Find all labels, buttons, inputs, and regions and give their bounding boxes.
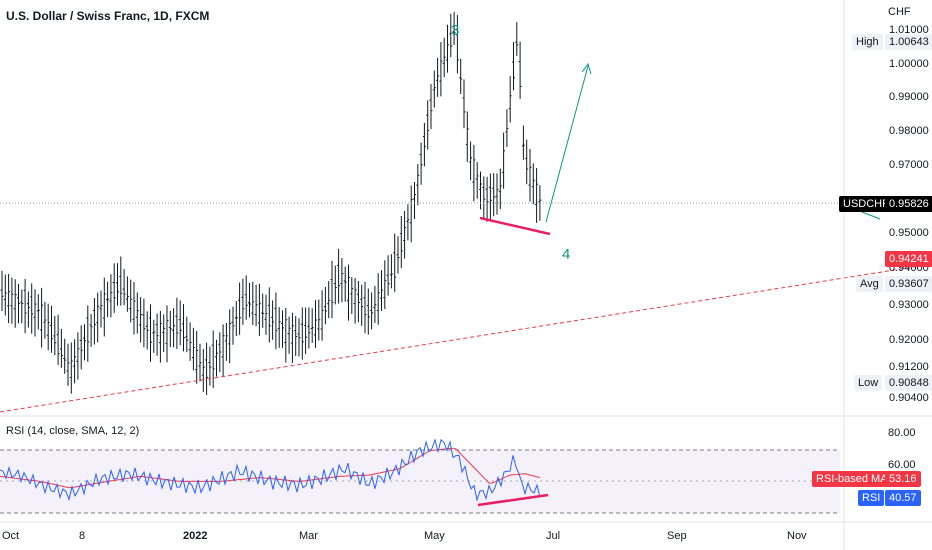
ohlc-bars [0,11,542,396]
price-tick: 0.91200 [889,361,929,373]
divergence-line-price [479,216,551,236]
trendline-price-value: 0.94241 [885,251,932,267]
x-tick: 2022 [183,530,208,542]
x-tick: Sep [667,530,687,542]
chart-title: U.S. Dollar / Swiss Franc, 1D, FXCM [6,9,210,23]
rsi-tick: 80.00 [888,427,916,439]
rsi-value: 40.57 [885,490,921,506]
currency-label: CHF [888,6,911,18]
rsi-ma-label: RSI-based MA [812,471,892,487]
rsi-line [0,438,541,502]
price-tick: 0.93000 [889,299,929,311]
avg-value: 0.93607 [885,276,932,292]
low-label: Low [854,375,883,391]
rsi-title[interactable]: RSI (14, close, SMA, 12, 2) [6,425,140,437]
price-tick: 1.01000 [889,24,929,36]
wave-4-label: 4 [562,246,571,263]
trendline [0,263,932,413]
avg-label: Avg [856,276,883,292]
x-tick: 8 [79,530,86,542]
rsi-label: RSI [858,490,885,506]
price-tick: 0.99000 [889,91,929,103]
price-tick: 0.97000 [889,159,929,171]
symbol-pointer [861,211,881,220]
wave-3-label: 3 [451,22,460,39]
price-tick: 0.92000 [889,334,929,346]
rsi-tick: 60.00 [888,459,916,471]
price-tick: 0.98000 [889,125,929,137]
rsi-ma-value: 53.16 [885,471,921,487]
x-tick: Nov [787,530,807,542]
symbol-label: USDCHF [839,196,893,212]
price-tick: 0.95000 [889,227,929,239]
x-tick: Jul [546,530,561,542]
x-tick: May [424,530,445,542]
projection-arrow-head [581,62,592,75]
low-value: 0.90848 [885,375,932,391]
high-label: High [852,34,883,50]
x-tick: Oct [2,530,20,542]
x-tick: Mar [299,530,318,542]
price-tick: 0.90400 [889,392,929,404]
price-tick: 1.00000 [889,58,929,70]
projection-arrow [545,65,589,223]
high-value: 1.00643 [885,34,932,50]
divergence-line-rsi [477,493,549,507]
last-price-value: 0.95826 [885,196,932,212]
